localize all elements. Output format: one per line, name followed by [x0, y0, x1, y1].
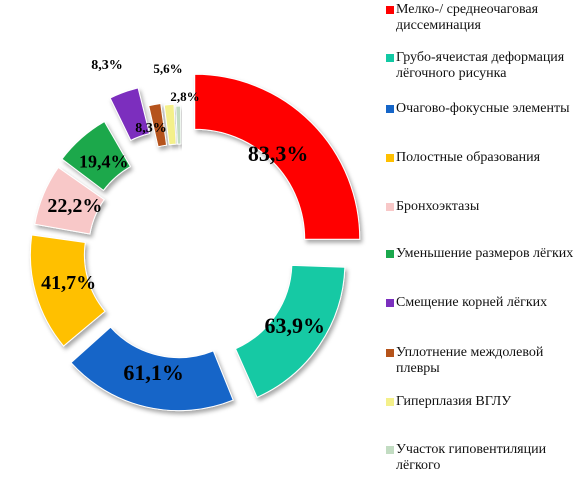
- slice-label: 8,3%: [135, 121, 167, 136]
- legend-item: Гиперплазия ВГЛУ: [384, 394, 578, 410]
- legend-label: Мелко-/ среднеочаговая диссеминация: [396, 2, 539, 33]
- legend-swatch: [386, 154, 394, 162]
- legend-label: Уменьшение размеров лёгких: [396, 246, 574, 261]
- legend-item: Уплотнение междолевой плевры: [384, 345, 578, 377]
- pie-slice: [234, 264, 346, 398]
- legend-item: Смещение корней лёгких: [384, 295, 578, 311]
- pie-slice: [70, 326, 234, 412]
- slice-label: 61,1%: [123, 360, 184, 385]
- legend-item: Бронхоэктазы: [384, 199, 578, 215]
- legend-swatch: [386, 446, 394, 454]
- pie-slice: [34, 166, 105, 235]
- legend-item: Грубо-ячеистая деформация лёгочного рису…: [384, 50, 578, 82]
- legend-label: Гиперплазия ВГЛУ: [396, 394, 512, 409]
- pie-slice: [148, 102, 168, 148]
- legend-swatch: [386, 299, 394, 307]
- legend-item: Полостные образования: [384, 150, 578, 166]
- pie-slice: [163, 103, 177, 146]
- slice-label: 19,4%: [79, 152, 129, 172]
- slice-label: 22,2%: [47, 195, 102, 217]
- legend-item: Уменьшение размеров лёгких: [384, 246, 578, 262]
- legend-item: Участок гиповентиляции лёгкого: [384, 442, 578, 474]
- pie-slice: [175, 105, 182, 145]
- slice-label: 83,3%: [248, 141, 309, 166]
- slice-label: 8,3%: [91, 58, 123, 73]
- slice-label: 63,9%: [264, 313, 325, 338]
- slice-label: 5,6%: [153, 61, 182, 76]
- legend-label: Бронхоэктазы: [396, 199, 480, 214]
- pie-slice: [29, 234, 106, 347]
- slice-label: 41,7%: [41, 272, 96, 294]
- legend-label: Уплотнение междолевой плевры: [396, 345, 544, 376]
- legend-label: Участок гиповентиляции лёгкого: [396, 442, 547, 473]
- legend-swatch: [386, 6, 394, 14]
- pie-slice: [194, 73, 361, 240]
- legend-swatch: [386, 54, 394, 62]
- legend-swatch: [386, 349, 394, 357]
- legend-swatch: [386, 105, 394, 113]
- legend-item: Очагово-фокусные элементы: [384, 101, 578, 117]
- legend-label: Очагово-фокусные элементы: [396, 101, 570, 116]
- legend-label: Смещение корней лёгких: [396, 295, 548, 310]
- pie-slice: [109, 87, 151, 141]
- legend-swatch: [386, 203, 394, 211]
- legend-label: Полостные образования: [396, 150, 541, 165]
- pie-slice: [61, 120, 132, 192]
- legend-swatch: [386, 250, 394, 258]
- slice-label: 2,8%: [170, 89, 199, 104]
- legend-item: Мелко-/ среднеочаговая диссеминация: [384, 2, 578, 34]
- legend-label: Грубо-ячеистая деформация лёгочного рису…: [396, 50, 565, 81]
- legend-swatch: [386, 398, 394, 406]
